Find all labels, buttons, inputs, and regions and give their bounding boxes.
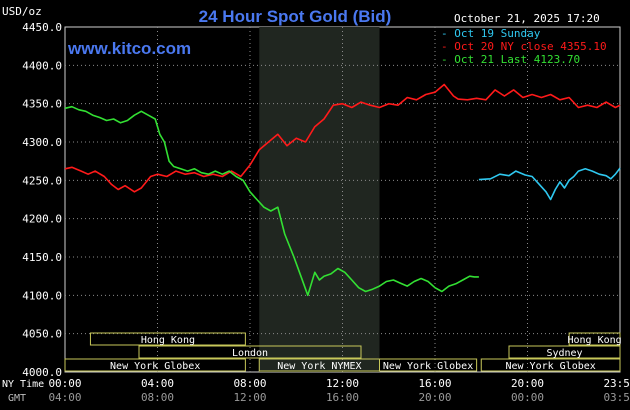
series-line-1 xyxy=(64,83,621,193)
y-axis-ticks: 4000.0 4050.0 4100.0 4150.0 4200.0 4250.0 4300… xyxy=(22,21,62,379)
nymex-band xyxy=(259,27,380,372)
session-box xyxy=(568,332,621,346)
session-label: Hong Kong xyxy=(141,335,195,346)
x-tick-label-gmt: 16:00 xyxy=(326,391,359,404)
session-box xyxy=(480,358,621,372)
x-tick-label-ny: 00:00 xyxy=(48,377,81,390)
y-tick-label: 4350.0 xyxy=(22,98,62,111)
nymex-session-shade xyxy=(259,27,380,372)
x-tick-label-gmt: 12:00 xyxy=(233,391,266,404)
session-box xyxy=(89,332,246,346)
session-label: New York Globex xyxy=(110,361,200,372)
y-tick-label: 4050.0 xyxy=(22,328,62,341)
x-tick-label-ny: 12:00 xyxy=(326,377,359,390)
series-line-2 xyxy=(64,105,479,297)
session-box xyxy=(138,345,362,359)
x-tick-label-ny: 20:00 xyxy=(511,377,544,390)
x-tick-label-gmt: 03:59 xyxy=(603,391,630,404)
session-label: Hong Kong xyxy=(567,335,621,346)
gmt-row-label: GMT xyxy=(8,393,26,404)
ny-time-row-label: NY Time xyxy=(2,379,44,390)
y-tick-label: 4250.0 xyxy=(22,174,62,187)
y-tick-label: 4000.0 xyxy=(22,366,62,379)
source-watermark: www.kitco.com xyxy=(67,39,191,58)
session-label: London xyxy=(232,348,268,359)
chart-title: 24 Hour Spot Gold (Bid) xyxy=(199,7,392,26)
x-tick-label-gmt: 04:00 xyxy=(48,391,81,404)
y-tick-label: 4100.0 xyxy=(22,289,62,302)
x-tick-label-ny: 04:00 xyxy=(141,377,174,390)
session-label: Sydney xyxy=(546,348,582,359)
legend: - Oct 19 Sunday - Oct 20 NY close 4355.1… xyxy=(441,27,607,66)
session-box xyxy=(64,358,246,372)
x-tick-label-gmt: 20:00 xyxy=(418,391,451,404)
x-tick-label-gmt: 00:00 xyxy=(511,391,544,404)
x-tick-label-ny: 16:00 xyxy=(418,377,451,390)
legend-entry-oct20: - Oct 20 NY close 4355.10 xyxy=(441,40,607,53)
gridlines xyxy=(65,27,620,372)
y-tick-label: 4450.0 xyxy=(22,21,62,34)
session-label: New York Globex xyxy=(505,361,595,372)
x-tick-label-ny: 23:59 xyxy=(603,377,630,390)
y-tick-label: 4400.0 xyxy=(22,59,62,72)
timestamp: October 21, 2025 17:20 xyxy=(454,12,600,25)
x-tick-label-ny: 08:00 xyxy=(233,377,266,390)
session-label: New York NYMEX xyxy=(277,361,361,372)
y-tick-label: 4200.0 xyxy=(22,213,62,226)
unit-label: USD/oz xyxy=(2,5,42,18)
legend-entry-oct19: - Oct 19 Sunday xyxy=(441,27,541,40)
session-box xyxy=(379,358,478,372)
y-tick-label: 4150.0 xyxy=(22,251,62,264)
series-line-0 xyxy=(478,167,621,201)
legend-entry-oct21: - Oct 21 Last 4123.70 xyxy=(441,53,580,66)
x-axis-ticks: 00:0004:0004:0008:0008:0012:0012:0016:00… xyxy=(48,377,630,404)
session-label: New York Globex xyxy=(383,361,473,372)
price-lines xyxy=(64,83,621,297)
market-sessions: Hong Kong Hong Kong London Sydney New York G… xyxy=(64,332,622,372)
x-tick-label-gmt: 08:00 xyxy=(141,391,174,404)
y-tick-label: 4300.0 xyxy=(22,136,62,149)
session-box xyxy=(508,345,621,359)
